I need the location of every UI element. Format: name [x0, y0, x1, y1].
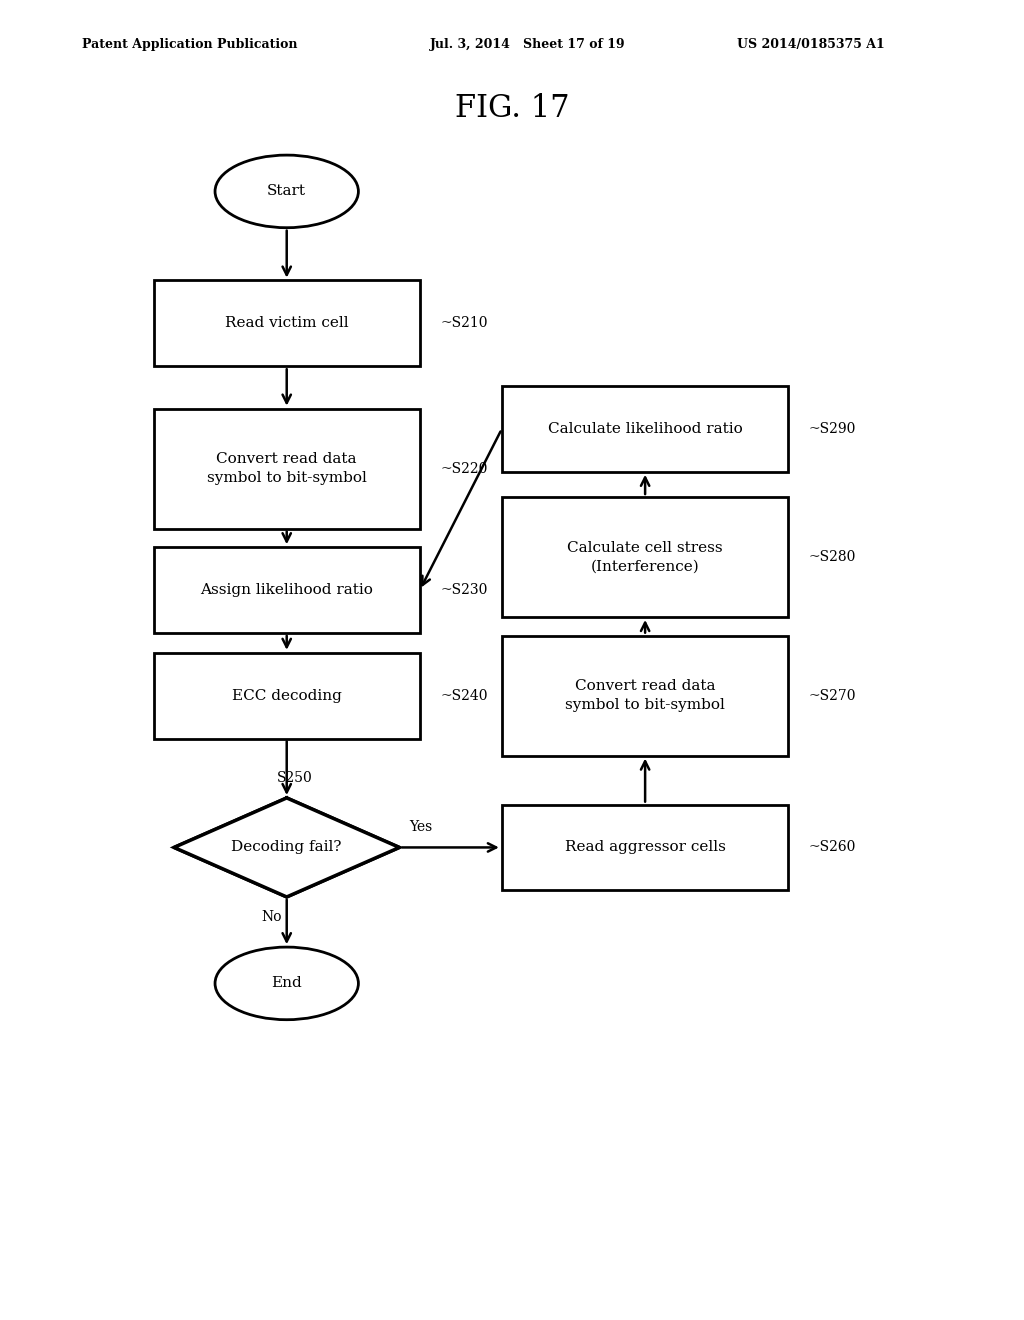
FancyBboxPatch shape: [154, 546, 420, 632]
FancyBboxPatch shape: [502, 636, 788, 755]
Ellipse shape: [215, 156, 358, 227]
Text: No: No: [261, 911, 282, 924]
Text: Calculate cell stress
(Interference): Calculate cell stress (Interference): [567, 541, 723, 573]
Polygon shape: [174, 797, 399, 898]
Text: Read aggressor cells: Read aggressor cells: [564, 841, 726, 854]
Text: ~S260: ~S260: [809, 841, 856, 854]
Text: End: End: [271, 977, 302, 990]
Text: ~S290: ~S290: [809, 422, 856, 436]
Text: ~S210: ~S210: [440, 317, 487, 330]
Text: Convert read data
symbol to bit-symbol: Convert read data symbol to bit-symbol: [207, 453, 367, 484]
FancyBboxPatch shape: [154, 409, 420, 528]
FancyBboxPatch shape: [154, 280, 420, 366]
Text: Read victim cell: Read victim cell: [225, 317, 348, 330]
Text: Jul. 3, 2014   Sheet 17 of 19: Jul. 3, 2014 Sheet 17 of 19: [430, 38, 626, 51]
Text: ~S240: ~S240: [440, 689, 487, 702]
Text: Start: Start: [267, 185, 306, 198]
Text: ~S280: ~S280: [809, 550, 856, 564]
Text: Decoding fail?: Decoding fail?: [231, 841, 342, 854]
Text: Assign likelihood ratio: Assign likelihood ratio: [201, 583, 373, 597]
Text: ECC decoding: ECC decoding: [231, 689, 342, 702]
Text: Convert read data
symbol to bit-symbol: Convert read data symbol to bit-symbol: [565, 680, 725, 711]
Text: Yes: Yes: [410, 820, 433, 834]
Text: ~S270: ~S270: [809, 689, 856, 702]
Text: ~S220: ~S220: [440, 462, 487, 475]
FancyBboxPatch shape: [502, 498, 788, 618]
Ellipse shape: [215, 946, 358, 1019]
Text: Calculate likelihood ratio: Calculate likelihood ratio: [548, 422, 742, 436]
FancyBboxPatch shape: [154, 652, 420, 739]
Text: S250: S250: [276, 771, 312, 784]
Text: US 2014/0185375 A1: US 2014/0185375 A1: [737, 38, 885, 51]
FancyBboxPatch shape: [502, 804, 788, 890]
FancyBboxPatch shape: [502, 385, 788, 471]
Text: Patent Application Publication: Patent Application Publication: [82, 38, 297, 51]
Text: FIG. 17: FIG. 17: [455, 92, 569, 124]
Text: ~S230: ~S230: [440, 583, 487, 597]
